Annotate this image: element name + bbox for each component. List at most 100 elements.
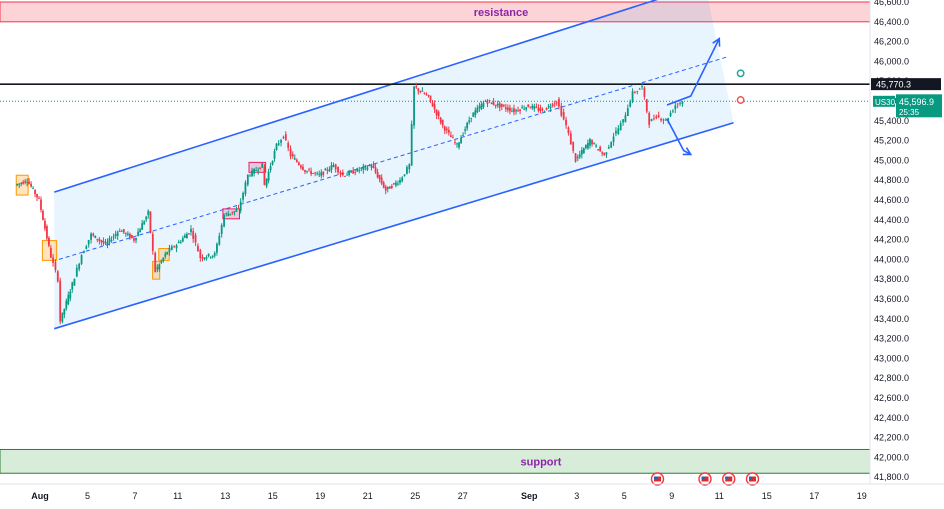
- candle: [71, 281, 74, 293]
- candle: [209, 256, 212, 259]
- candle-body: [364, 165, 367, 168]
- candle-body: [192, 231, 195, 239]
- candle: [237, 204, 240, 210]
- candle: [664, 118, 667, 121]
- candle: [449, 131, 452, 138]
- candle-body: [519, 109, 521, 111]
- countdown-label: 25:35: [899, 108, 920, 117]
- candle-body: [63, 308, 66, 315]
- candle: [52, 254, 54, 267]
- candle-body: [574, 153, 577, 162]
- candle-body: [108, 238, 111, 243]
- candle-body: [486, 101, 489, 104]
- candle: [63, 308, 66, 319]
- candle-body: [259, 167, 262, 169]
- candle-body: [92, 233, 95, 236]
- candle-body: [87, 239, 90, 245]
- candle-body: [104, 242, 107, 244]
- candle-body: [374, 167, 377, 173]
- candle: [40, 196, 42, 213]
- candle: [397, 180, 399, 186]
- candle: [183, 233, 186, 239]
- candle-body: [158, 264, 161, 269]
- candle-body: [384, 186, 387, 191]
- candle-body: [253, 169, 255, 174]
- candle: [431, 100, 434, 107]
- candle: [578, 150, 581, 160]
- price-tick-label: 43,600.0: [874, 294, 909, 304]
- candle: [322, 171, 325, 178]
- candle: [116, 230, 119, 240]
- candle-body: [449, 135, 452, 138]
- candle-body: [170, 246, 173, 250]
- candle: [218, 232, 221, 246]
- candle: [114, 230, 117, 239]
- candle-body: [558, 98, 560, 107]
- candle-body: [427, 94, 430, 96]
- event-flag-icon: [698, 472, 712, 486]
- candle-body: [312, 173, 315, 175]
- candle-body: [437, 111, 440, 117]
- candle-body: [203, 257, 206, 260]
- candle: [54, 259, 57, 273]
- candle: [535, 103, 538, 109]
- candle-body: [61, 312, 64, 322]
- price-tick-label: 44,600.0: [874, 195, 909, 205]
- candle: [28, 178, 31, 185]
- candle: [156, 264, 159, 273]
- candle: [100, 239, 103, 246]
- candle-body: [242, 192, 244, 200]
- resistance-zone: [0, 1, 871, 23]
- candle-body: [44, 220, 46, 229]
- candle-body: [295, 159, 298, 163]
- candle: [310, 167, 312, 177]
- candle: [69, 288, 72, 302]
- candle: [386, 186, 389, 193]
- target-marker: [736, 69, 745, 78]
- candle: [543, 110, 546, 113]
- candle: [560, 102, 563, 118]
- candle-body: [555, 102, 558, 104]
- candle: [242, 191, 244, 203]
- candle: [490, 102, 493, 105]
- candle-body: [90, 233, 92, 240]
- candle-body: [456, 143, 458, 145]
- candle: [601, 151, 604, 157]
- candle-body: [360, 168, 363, 169]
- candle-body: [500, 103, 503, 107]
- candle-body: [249, 175, 251, 177]
- candle: [308, 167, 310, 172]
- candle-body: [397, 183, 399, 185]
- candle-body: [395, 182, 397, 186]
- candle-body: [69, 291, 72, 299]
- candle: [650, 118, 653, 122]
- candle: [429, 95, 432, 104]
- candle-body: [30, 183, 32, 187]
- price-tick-label: 46,200.0: [874, 37, 909, 47]
- candle: [173, 245, 176, 248]
- candle-body: [151, 233, 154, 251]
- candle-body: [358, 169, 361, 171]
- candle-body: [578, 154, 581, 157]
- candle-body: [529, 107, 532, 109]
- candle-body: [490, 102, 493, 104]
- candle: [565, 116, 567, 129]
- candle: [553, 100, 556, 108]
- candle: [447, 126, 450, 136]
- candle: [328, 166, 331, 172]
- candle: [482, 100, 485, 109]
- candle: [46, 224, 48, 241]
- candle-body: [328, 169, 331, 172]
- candle: [300, 164, 302, 170]
- candle: [587, 139, 589, 150]
- candle: [368, 163, 371, 167]
- event-flag-body: [725, 476, 733, 482]
- candle: [350, 169, 353, 174]
- candle-body: [199, 249, 202, 258]
- candle: [289, 145, 292, 160]
- candle: [277, 140, 280, 147]
- candle: [484, 99, 487, 102]
- candle-body: [277, 143, 280, 145]
